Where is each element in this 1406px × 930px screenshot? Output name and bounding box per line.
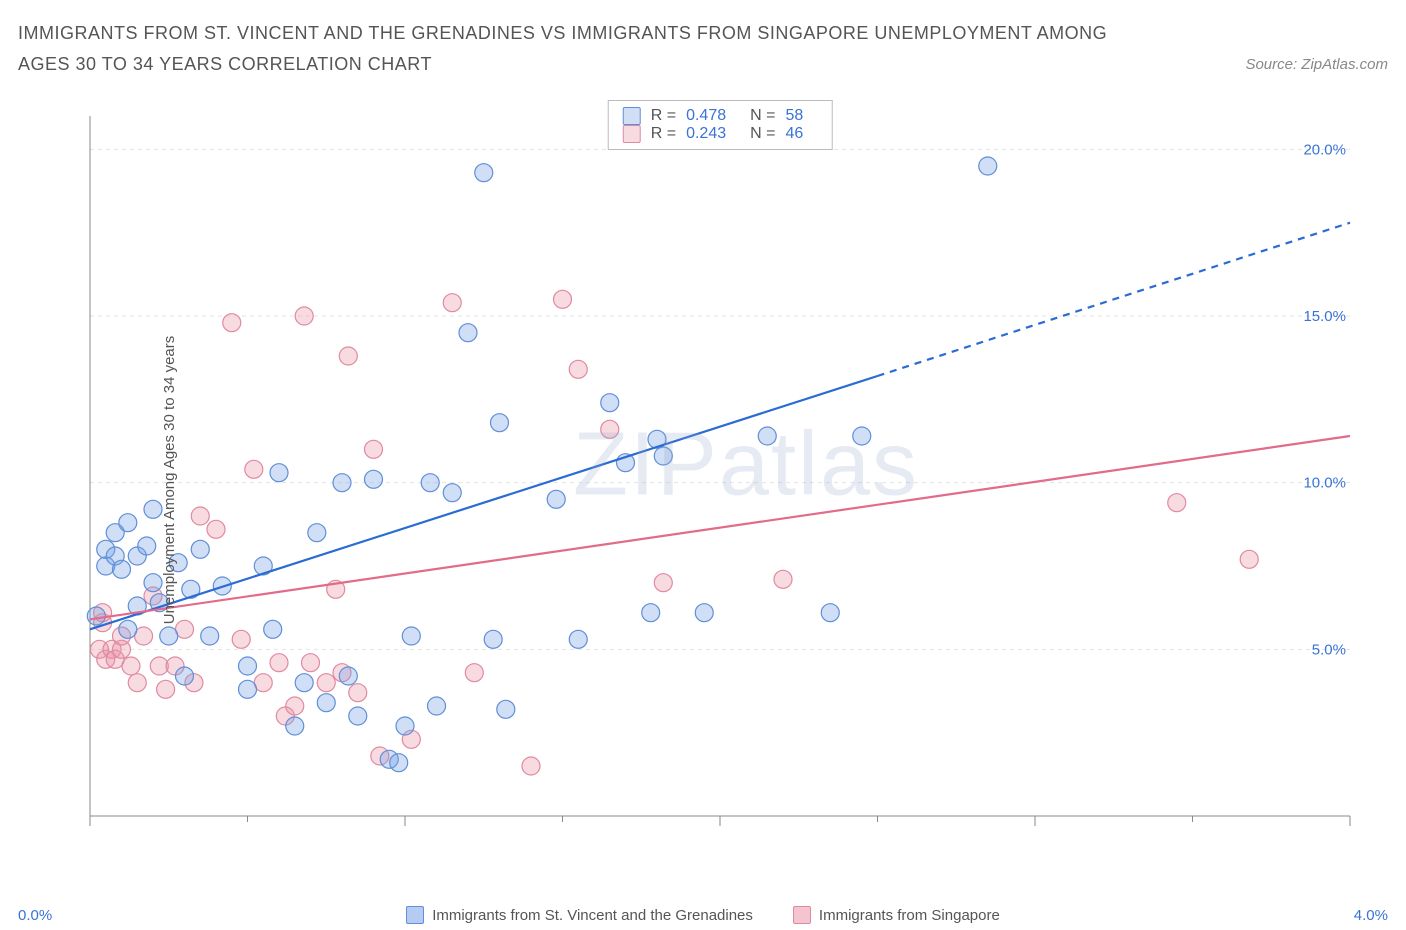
chart-area: Unemployment Among Ages 30 to 34 years R… bbox=[70, 100, 1370, 860]
x-tick-min: 0.0% bbox=[18, 907, 52, 924]
svg-text:20.0%: 20.0% bbox=[1303, 141, 1346, 158]
correlation-legend: R = 0.478 N = 58 R = 0.243 N = 46 bbox=[608, 100, 833, 150]
legend-label-1: Immigrants from St. Vincent and the Gren… bbox=[432, 907, 753, 924]
bottom-legend: 0.0% Immigrants from St. Vincent and the… bbox=[18, 906, 1388, 924]
n-value-2: 46 bbox=[785, 125, 803, 143]
legend-swatch-pink bbox=[623, 125, 641, 143]
r-value-2: 0.243 bbox=[686, 125, 726, 143]
y-axis-label: Unemployment Among Ages 30 to 34 years bbox=[161, 336, 178, 625]
legend-item-2: Immigrants from Singapore bbox=[793, 906, 1000, 924]
svg-text:15.0%: 15.0% bbox=[1303, 308, 1346, 325]
legend-swatch-pink bbox=[793, 906, 811, 924]
scatter-plot: 5.0% 10.0% 15.0% 20.0% bbox=[70, 100, 1370, 860]
svg-text:10.0%: 10.0% bbox=[1303, 475, 1346, 492]
n-label: N = bbox=[750, 125, 775, 143]
r-label: R = bbox=[651, 125, 676, 143]
legend-item-1: Immigrants from St. Vincent and the Gren… bbox=[406, 906, 753, 924]
n-label: N = bbox=[750, 107, 775, 125]
x-tick-max: 4.0% bbox=[1354, 907, 1388, 924]
correlation-row-2: R = 0.243 N = 46 bbox=[623, 125, 818, 143]
svg-text:5.0%: 5.0% bbox=[1312, 641, 1346, 658]
chart-title: IMMIGRANTS FROM ST. VINCENT AND THE GREN… bbox=[18, 18, 1118, 79]
legend-label-2: Immigrants from Singapore bbox=[819, 907, 1000, 924]
legend-swatch-blue bbox=[406, 906, 424, 924]
n-value-1: 58 bbox=[785, 107, 803, 125]
r-value-1: 0.478 bbox=[686, 107, 726, 125]
r-label: R = bbox=[651, 107, 676, 125]
source-attribution: Source: ZipAtlas.com bbox=[1245, 56, 1388, 73]
legend-swatch-blue bbox=[623, 107, 641, 125]
series-legend: Immigrants from St. Vincent and the Gren… bbox=[406, 906, 1000, 924]
chart-header: IMMIGRANTS FROM ST. VINCENT AND THE GREN… bbox=[18, 18, 1388, 79]
correlation-row-1: R = 0.478 N = 58 bbox=[623, 107, 818, 125]
